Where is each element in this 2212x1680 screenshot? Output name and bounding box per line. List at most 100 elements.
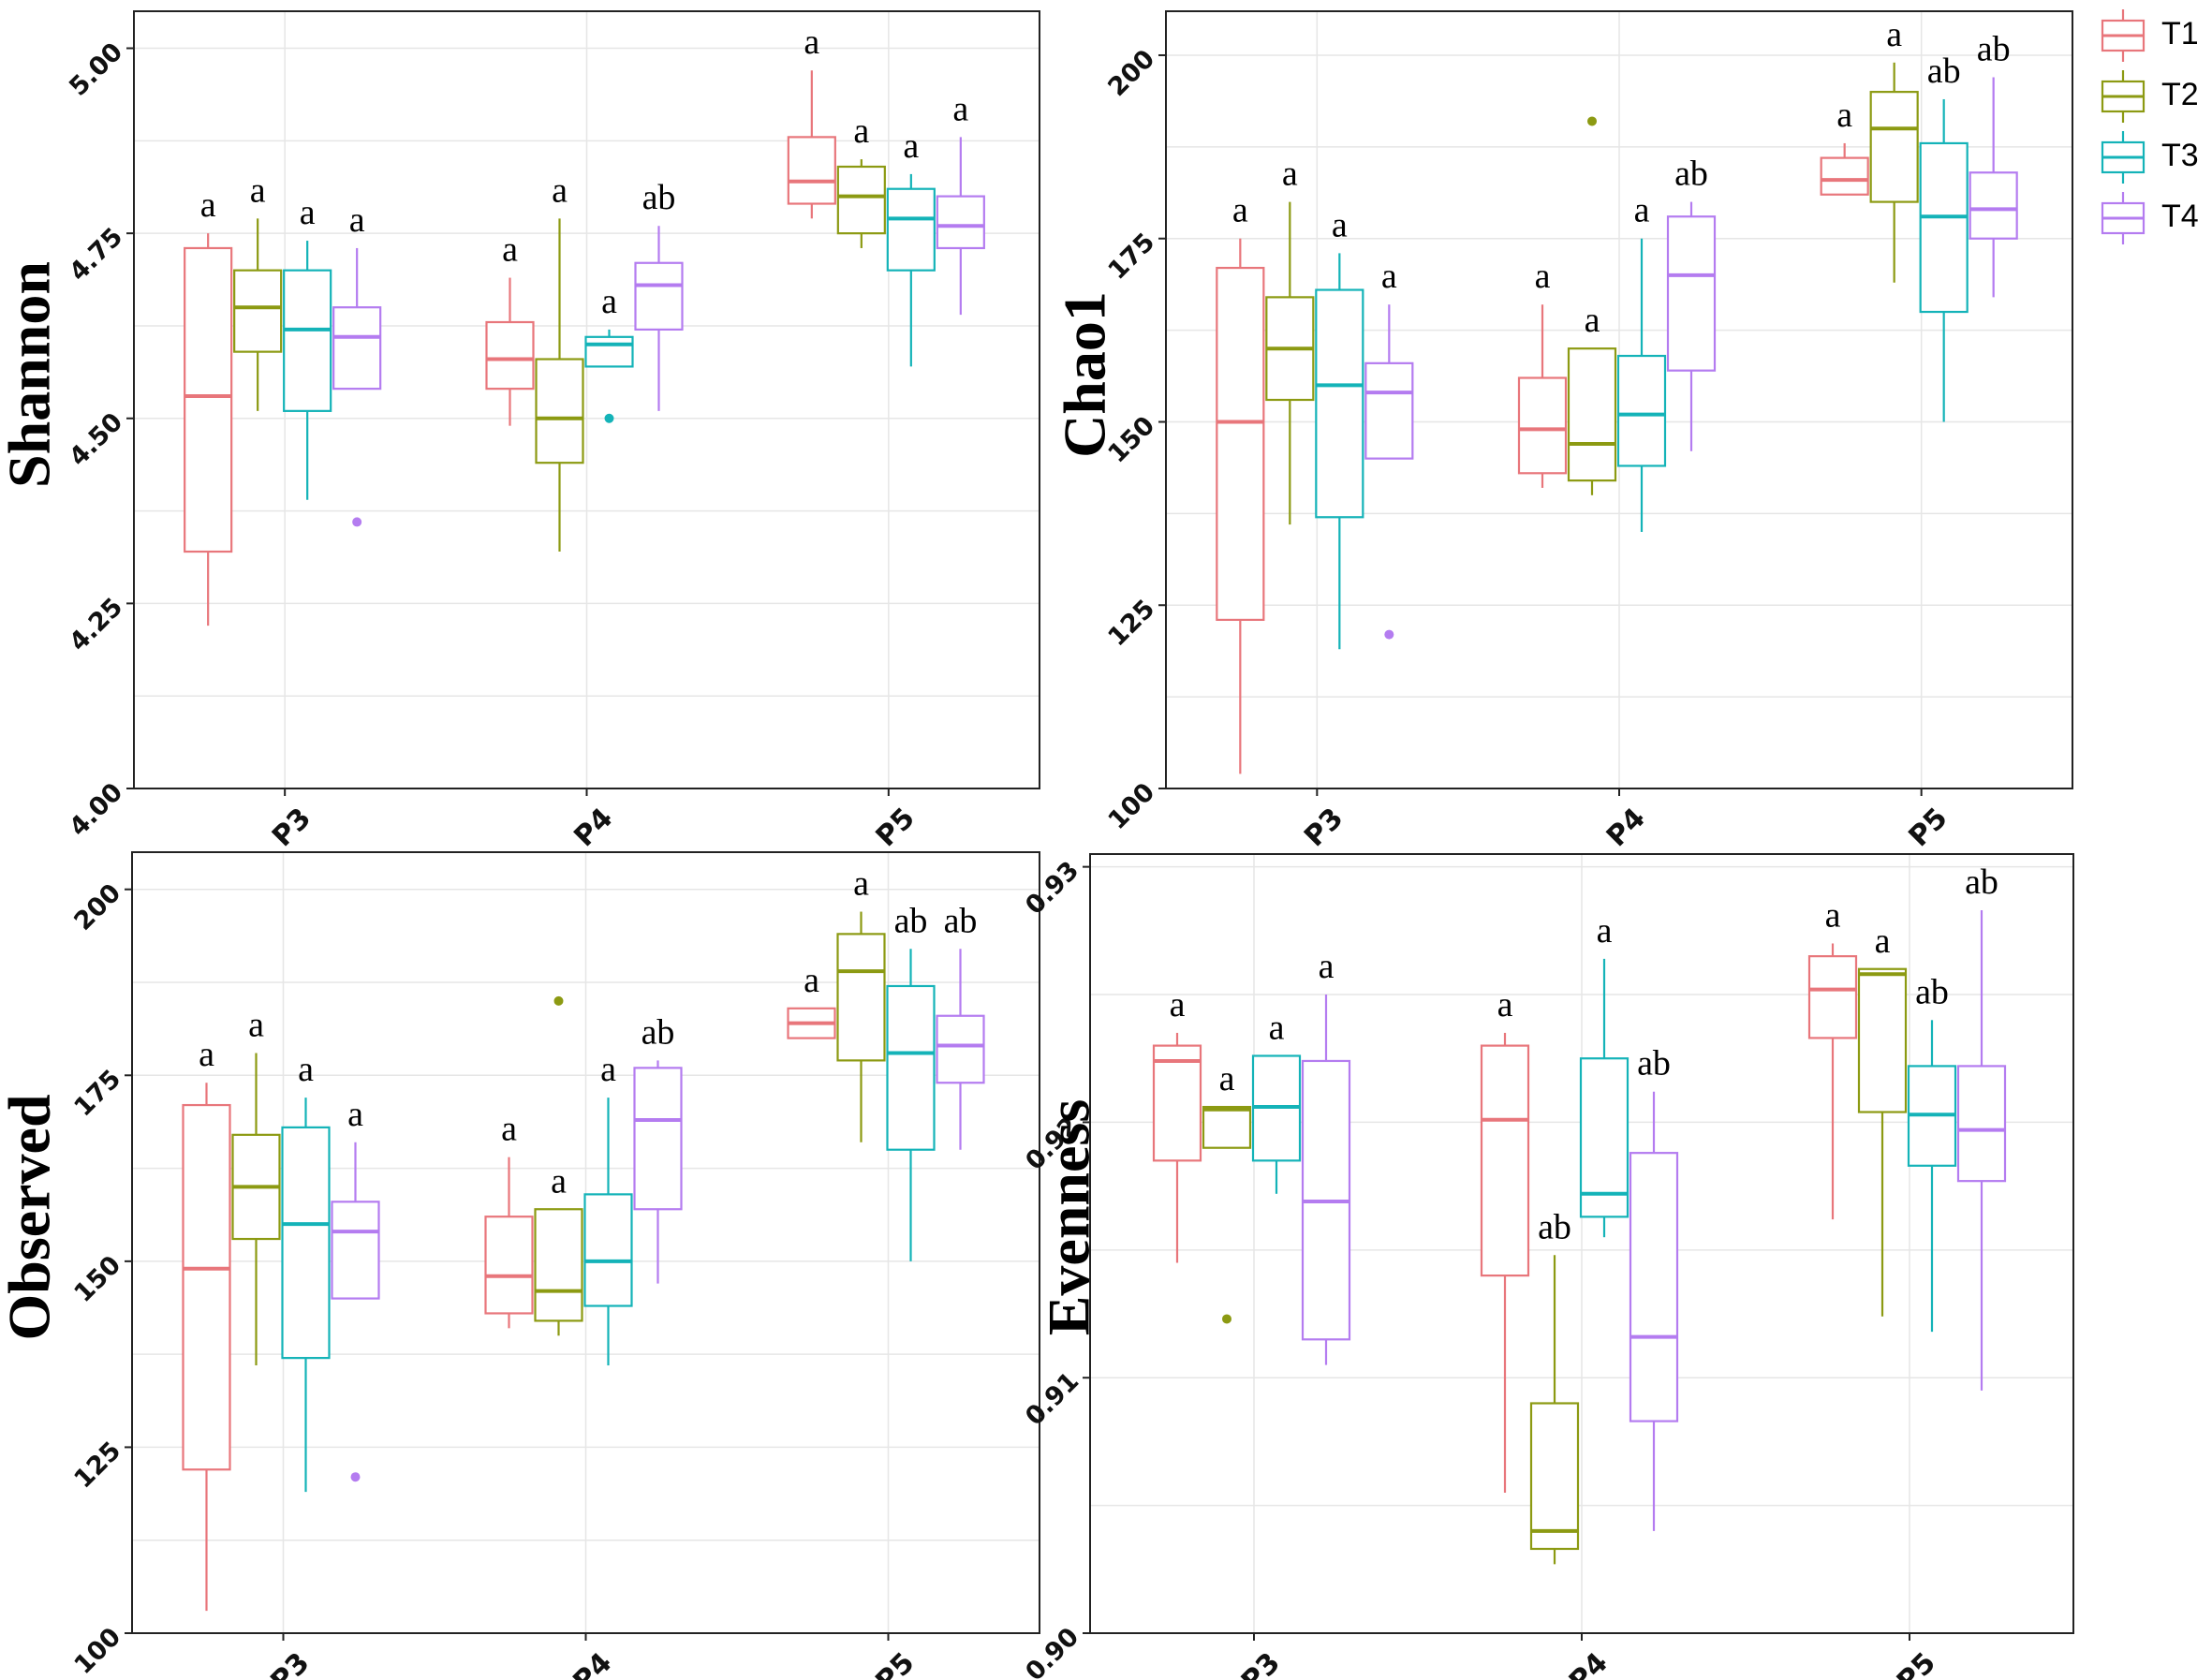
box-iqr — [1216, 266, 1265, 622]
significance-label: a — [1170, 985, 1186, 1024]
box-iqr — [1480, 1044, 1530, 1277]
outlier-point — [352, 517, 362, 527]
x-tick-label: P4 — [1600, 802, 1652, 853]
y-tick-label: 125 — [68, 1437, 126, 1495]
box-p3-t4: a — [331, 1095, 380, 1482]
box-iqr — [583, 1193, 633, 1307]
box-p5-t2: a — [836, 864, 886, 1142]
box-iqr — [936, 1014, 985, 1084]
box-iqr — [1820, 156, 1869, 196]
x-tick-label: P5 — [869, 1646, 921, 1680]
y-tick-label: 200 — [1102, 44, 1160, 102]
box-iqr — [1919, 141, 1969, 314]
significance-label: a — [1219, 1059, 1235, 1098]
box-p4-t1: a — [485, 230, 535, 426]
x-tick-label: P4 — [1563, 1646, 1615, 1680]
significance-label: a — [601, 282, 617, 321]
significance-label: ab — [1674, 155, 1708, 194]
box-p5-t3: ab — [1919, 52, 1969, 422]
box-p3-t3: a — [1251, 1009, 1302, 1194]
box-p5-t2: a — [836, 111, 886, 248]
box-p4-t3: a — [1616, 191, 1667, 532]
box-p5-t1: a — [1807, 895, 1858, 1220]
significance-label: a — [1269, 1009, 1285, 1048]
box-p4-t1: a — [484, 1110, 534, 1329]
outlier-point — [1587, 116, 1597, 126]
box-iqr — [1202, 1105, 1252, 1149]
significance-label: a — [1886, 15, 1902, 54]
box-p5-t4: ab — [1956, 862, 2007, 1391]
legend-label: T4 — [2161, 199, 2199, 234]
box-iqr — [787, 136, 836, 205]
significance-label: a — [1381, 257, 1397, 296]
outlier-point — [350, 1472, 361, 1482]
legend-label: T1 — [2161, 16, 2199, 52]
box-p4-t2: a — [535, 170, 584, 553]
x-tick-label: P3 — [264, 1646, 316, 1680]
significance-label: a — [300, 193, 316, 232]
significance-label: a — [1232, 191, 1248, 230]
y-tick-label: 175 — [68, 1065, 126, 1123]
box-p5-t1: a — [787, 22, 836, 219]
x-tick-label: P3 — [1235, 1646, 1287, 1680]
significance-label: a — [298, 1050, 314, 1089]
box-p5-t1: a — [787, 961, 836, 1039]
box-iqr — [1517, 376, 1568, 475]
box-iqr — [1364, 361, 1414, 460]
box-p4-t1: a — [1517, 257, 1568, 488]
y-axis-title: Shannon — [0, 261, 63, 488]
box-p3-t4: a — [1364, 257, 1414, 640]
y-tick-label: 150 — [68, 1250, 126, 1308]
legend-label: T2 — [2161, 77, 2199, 112]
significance-label: a — [804, 22, 819, 62]
y-axis-title: Observed — [0, 1094, 63, 1340]
box-iqr — [184, 246, 233, 553]
y-tick-label: 4.75 — [64, 222, 128, 287]
box-p4-t4: ab — [633, 1012, 683, 1284]
box-iqr — [1969, 171, 2018, 240]
box-iqr — [1807, 955, 1858, 1039]
significance-label: a — [250, 170, 266, 210]
box-p5-t3: ab — [1907, 972, 1957, 1333]
significance-label: ab — [1965, 862, 1998, 902]
significance-label: a — [1332, 205, 1348, 244]
box-p3-t2: a — [1202, 1059, 1252, 1324]
box-iqr — [1956, 1065, 2007, 1183]
significance-label: a — [502, 230, 518, 270]
significance-label: a — [903, 126, 919, 166]
y-tick-label: 100 — [1102, 777, 1160, 835]
significance-label: a — [1535, 257, 1551, 296]
significance-label: a — [1497, 985, 1513, 1024]
box-iqr — [633, 1067, 683, 1211]
y-axis-title: Evenness — [1036, 1099, 1102, 1336]
significance-label: ab — [944, 901, 978, 940]
box-p3-t1: a — [1216, 191, 1265, 774]
significance-label: a — [199, 1035, 214, 1074]
box-iqr — [836, 933, 886, 1062]
significance-label: a — [1597, 911, 1613, 951]
x-tick-label: P3 — [266, 802, 317, 853]
legend-item-t3: T3 — [2101, 131, 2199, 184]
y-tick-label: 4.00 — [64, 777, 128, 842]
box-p5-t4: ab — [1969, 29, 2018, 298]
box-iqr — [886, 187, 936, 272]
box-iqr — [535, 358, 584, 464]
box-p5-t3: ab — [886, 901, 936, 1261]
box-p4-t4: ab — [634, 178, 684, 411]
box-p3-t2: a — [233, 170, 283, 411]
significance-label: a — [1282, 155, 1298, 194]
box-p3-t3: a — [281, 1050, 331, 1493]
significance-label: a — [200, 185, 216, 225]
box-p4-t2: a — [1567, 116, 1617, 495]
box-iqr — [634, 261, 684, 332]
box-iqr — [936, 195, 985, 250]
box-p4-t4: ab — [1666, 155, 1717, 451]
y-tick-label: 175 — [1102, 228, 1160, 286]
y-tick-label: 100 — [68, 1622, 126, 1680]
box-iqr — [281, 1126, 331, 1360]
legend-item-t1: T1 — [2101, 9, 2199, 62]
box-iqr — [836, 165, 886, 235]
